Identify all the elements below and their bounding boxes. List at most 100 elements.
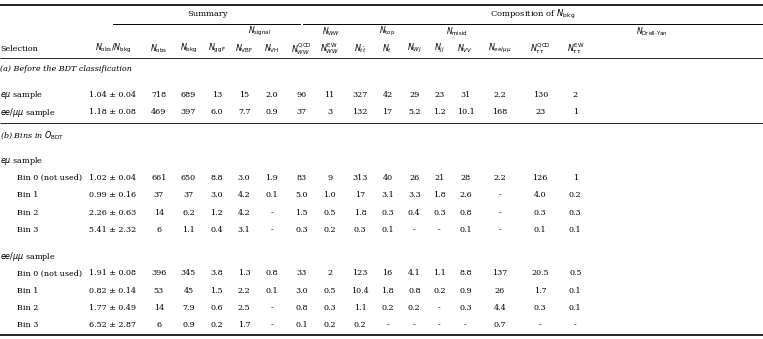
Text: 1.8: 1.8 bbox=[354, 209, 366, 217]
Text: 0.1: 0.1 bbox=[295, 321, 307, 330]
Text: 0.2: 0.2 bbox=[354, 321, 366, 330]
Text: 5.2: 5.2 bbox=[408, 108, 420, 116]
Text: 0.1: 0.1 bbox=[266, 287, 278, 295]
Text: Composition of $N_{\mathrm{bkg}}$: Composition of $N_{\mathrm{bkg}}$ bbox=[490, 8, 575, 21]
Text: 1.5: 1.5 bbox=[211, 287, 223, 295]
Text: 1.1: 1.1 bbox=[433, 270, 446, 277]
Text: 28: 28 bbox=[460, 174, 471, 182]
Text: 0.4: 0.4 bbox=[211, 226, 223, 234]
Text: 53: 53 bbox=[153, 287, 164, 295]
Text: 3.0: 3.0 bbox=[238, 174, 250, 182]
Text: 1.18 ± 0.08: 1.18 ± 0.08 bbox=[89, 108, 137, 116]
Text: 0.2: 0.2 bbox=[433, 287, 446, 295]
Text: 2.0: 2.0 bbox=[266, 91, 278, 99]
Text: 37: 37 bbox=[183, 192, 194, 199]
Text: -: - bbox=[498, 192, 501, 199]
Text: 0.3: 0.3 bbox=[382, 209, 394, 217]
Text: -: - bbox=[574, 321, 577, 330]
Text: 0.8: 0.8 bbox=[266, 270, 278, 277]
Text: 327: 327 bbox=[353, 91, 368, 99]
Text: 718: 718 bbox=[151, 91, 166, 99]
Text: 4.4: 4.4 bbox=[494, 304, 506, 312]
Text: 8.8: 8.8 bbox=[211, 174, 223, 182]
Text: 1: 1 bbox=[573, 174, 578, 182]
Text: 0.8: 0.8 bbox=[408, 287, 420, 295]
Text: -: - bbox=[438, 304, 441, 312]
Text: $N_{WW}$: $N_{WW}$ bbox=[321, 26, 340, 38]
Text: $N_{WW}^{\mathrm{QCD}}$: $N_{WW}^{\mathrm{QCD}}$ bbox=[291, 41, 312, 57]
Text: 4.1: 4.1 bbox=[408, 270, 420, 277]
Text: -: - bbox=[438, 226, 441, 234]
Text: 0.5: 0.5 bbox=[324, 287, 336, 295]
Text: 1.02 ± 0.04: 1.02 ± 0.04 bbox=[89, 174, 137, 182]
Text: $N_{\mathrm{obs}}/N_{\mathrm{bkg}}$: $N_{\mathrm{obs}}/N_{\mathrm{bkg}}$ bbox=[95, 42, 131, 55]
Text: $N_{\mathrm{misid}}$: $N_{\mathrm{misid}}$ bbox=[446, 26, 468, 38]
Text: 0.7: 0.7 bbox=[494, 321, 506, 330]
Text: 14: 14 bbox=[153, 304, 164, 312]
Text: 0.99 ± 0.16: 0.99 ± 0.16 bbox=[89, 192, 137, 199]
Text: 45: 45 bbox=[183, 287, 194, 295]
Text: 29: 29 bbox=[409, 91, 420, 99]
Text: Bin 0 (not used): Bin 0 (not used) bbox=[17, 270, 82, 277]
Text: 0.3: 0.3 bbox=[459, 304, 472, 312]
Text: $N_{\mathrm{Drell\text{-}Yan}}$: $N_{\mathrm{Drell\text{-}Yan}}$ bbox=[636, 26, 668, 38]
Text: 0.9: 0.9 bbox=[266, 108, 278, 116]
Text: -: - bbox=[270, 304, 273, 312]
Text: $N_{\tau\tau}^{\mathrm{EW}}$: $N_{\tau\tau}^{\mathrm{EW}}$ bbox=[566, 41, 584, 56]
Text: -: - bbox=[270, 226, 273, 234]
Text: 3.8: 3.8 bbox=[211, 270, 223, 277]
Text: Bin 2: Bin 2 bbox=[17, 304, 38, 312]
Text: 1.9: 1.9 bbox=[266, 174, 278, 182]
Text: 21: 21 bbox=[434, 174, 445, 182]
Text: 0.3: 0.3 bbox=[295, 226, 307, 234]
Text: 0.4: 0.4 bbox=[408, 209, 420, 217]
Text: -: - bbox=[270, 209, 273, 217]
Text: 130: 130 bbox=[533, 91, 548, 99]
Text: $N_{\mathrm{top}}$: $N_{\mathrm{top}}$ bbox=[379, 25, 395, 38]
Text: 1.1: 1.1 bbox=[354, 304, 366, 312]
Text: 23: 23 bbox=[434, 91, 445, 99]
Text: 17: 17 bbox=[382, 108, 393, 116]
Text: 0.1: 0.1 bbox=[459, 226, 472, 234]
Text: -: - bbox=[270, 321, 273, 330]
Text: -: - bbox=[498, 209, 501, 217]
Text: 0.2: 0.2 bbox=[408, 304, 420, 312]
Text: $N_{\mathrm{signal}}$: $N_{\mathrm{signal}}$ bbox=[247, 25, 271, 38]
Text: 0.5: 0.5 bbox=[324, 209, 336, 217]
Text: 0.1: 0.1 bbox=[569, 226, 581, 234]
Text: 0.2: 0.2 bbox=[324, 226, 336, 234]
Text: 3.1: 3.1 bbox=[382, 192, 394, 199]
Text: 0.3: 0.3 bbox=[534, 304, 546, 312]
Text: 10.4: 10.4 bbox=[351, 287, 369, 295]
Text: Bin 0 (not used): Bin 0 (not used) bbox=[17, 174, 82, 182]
Text: 1.5: 1.5 bbox=[295, 209, 307, 217]
Text: 0.9: 0.9 bbox=[459, 287, 472, 295]
Text: 123: 123 bbox=[353, 270, 368, 277]
Text: 2.2: 2.2 bbox=[238, 287, 250, 295]
Text: 3.0: 3.0 bbox=[211, 192, 223, 199]
Text: 3.1: 3.1 bbox=[238, 226, 250, 234]
Text: 26: 26 bbox=[494, 287, 505, 295]
Text: $N_{jj}$: $N_{jj}$ bbox=[434, 42, 445, 55]
Text: 83: 83 bbox=[296, 174, 307, 182]
Text: 0.9: 0.9 bbox=[182, 321, 195, 330]
Text: 2.2: 2.2 bbox=[494, 91, 506, 99]
Text: $ee/\mu\mu$ sample: $ee/\mu\mu$ sample bbox=[0, 106, 56, 119]
Text: 6: 6 bbox=[156, 321, 161, 330]
Text: $N_{Wj}$: $N_{Wj}$ bbox=[407, 42, 422, 55]
Text: 37: 37 bbox=[296, 108, 307, 116]
Text: 8.8: 8.8 bbox=[459, 270, 472, 277]
Text: -: - bbox=[438, 321, 441, 330]
Text: 0.3: 0.3 bbox=[433, 209, 446, 217]
Text: 4.0: 4.0 bbox=[534, 192, 546, 199]
Text: 90: 90 bbox=[296, 91, 307, 99]
Text: 2.5: 2.5 bbox=[238, 304, 250, 312]
Text: (a) Before the BDT classification: (a) Before the BDT classification bbox=[0, 65, 132, 73]
Text: 1.2: 1.2 bbox=[211, 209, 223, 217]
Text: 0.3: 0.3 bbox=[324, 304, 336, 312]
Text: 0.6: 0.6 bbox=[211, 304, 223, 312]
Text: 5.0: 5.0 bbox=[295, 192, 307, 199]
Text: 1.3: 1.3 bbox=[238, 270, 250, 277]
Text: 0.2: 0.2 bbox=[211, 321, 223, 330]
Text: 132: 132 bbox=[353, 108, 368, 116]
